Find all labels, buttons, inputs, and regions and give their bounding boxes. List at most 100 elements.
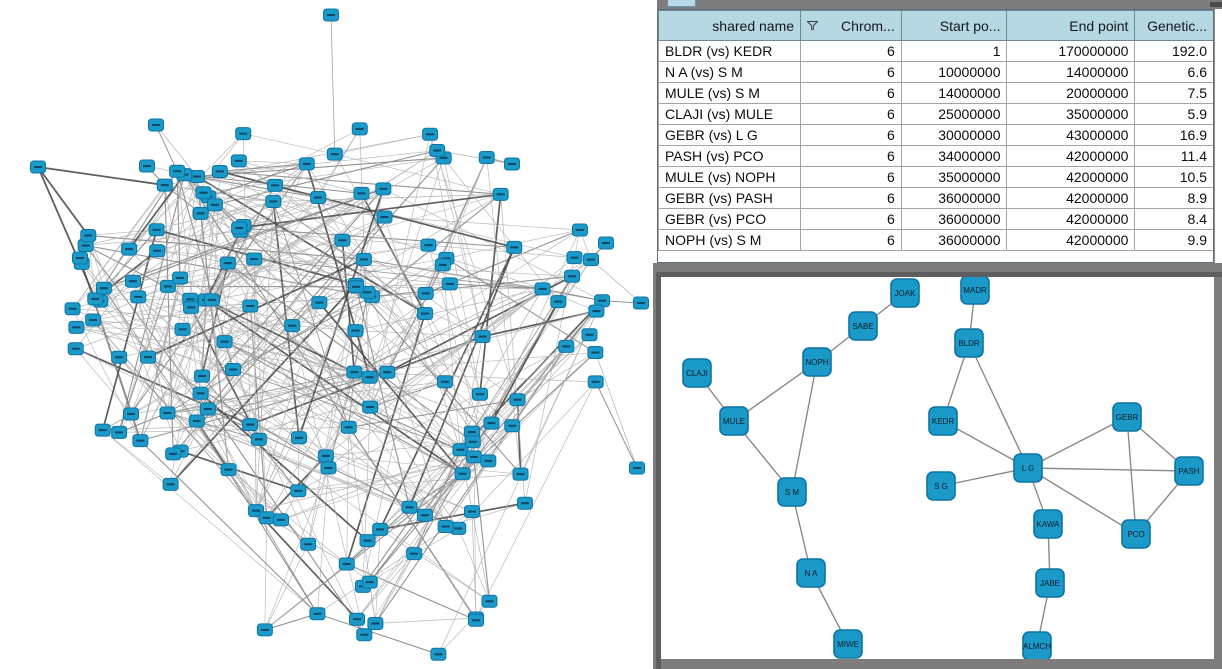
network-edge[interactable] [211, 299, 229, 470]
network-edge[interactable] [264, 544, 309, 631]
network-edge[interactable] [102, 429, 318, 615]
network-edge[interactable] [211, 188, 384, 301]
network-edge[interactable] [355, 330, 461, 450]
network-edge[interactable] [436, 150, 483, 337]
network-edge[interactable] [101, 229, 158, 431]
network-edge[interactable] [1126, 416, 1137, 535]
network-node[interactable] [468, 613, 485, 627]
network-edge[interactable] [182, 329, 463, 475]
filtered-network-canvas[interactable]: JOAK SABE NOPH CLAJI MULE S M N A MIWE MADR BLDR K… [661, 277, 1214, 659]
network-node[interactable] [206, 198, 223, 212]
cell-value[interactable]: 192.0 [1134, 40, 1213, 62]
network-edge[interactable] [196, 175, 426, 315]
network-node[interactable] [347, 324, 364, 338]
network-edge[interactable] [334, 133, 431, 155]
network-node[interactable] [422, 127, 439, 141]
network-edge[interactable] [424, 352, 596, 516]
network-edge[interactable] [119, 426, 349, 433]
network-edge[interactable] [156, 229, 228, 264]
network-edge[interactable] [428, 245, 489, 462]
network-node[interactable] [571, 223, 588, 237]
network-node[interactable] [309, 607, 326, 621]
network-edge[interactable] [1027, 416, 1128, 469]
network-node[interactable] [310, 191, 327, 205]
network-edge[interactable] [475, 381, 597, 619]
network-edge[interactable] [147, 356, 257, 511]
cell-value[interactable]: 8.4 [1134, 208, 1213, 230]
cell-value[interactable]: 16.9 [1134, 124, 1213, 146]
network-edge[interactable] [255, 284, 357, 511]
cell-shared-name[interactable]: N A (vs) S M [658, 61, 802, 83]
cell-value[interactable]: 42000000 [1006, 208, 1136, 230]
cell-value[interactable]: 36000000 [900, 208, 1008, 230]
network-edge[interactable] [190, 188, 384, 308]
network-edge[interactable] [438, 601, 490, 655]
network-node[interactable] [351, 122, 368, 136]
network-edge[interactable] [375, 431, 473, 624]
network-node[interactable] [629, 461, 645, 475]
network-edge[interactable] [379, 529, 490, 602]
network-edge[interactable] [238, 160, 307, 165]
network-edge[interactable] [471, 310, 597, 433]
network-edge[interactable] [214, 204, 350, 428]
network-edge[interactable] [140, 371, 388, 442]
table-row[interactable]: GEBR (vs) L G 6 30000000 43000000 16.9 [658, 124, 1213, 146]
network-node[interactable] [464, 435, 481, 449]
network-node[interactable] [367, 616, 384, 630]
column-header-start-point[interactable]: Start po... [900, 10, 1008, 41]
network-edge[interactable] [196, 420, 410, 508]
network-edge[interactable] [442, 264, 461, 450]
network-edge[interactable] [167, 244, 429, 287]
cell-value[interactable]: 36000000 [900, 229, 1008, 251]
network-edge[interactable] [408, 247, 515, 508]
cell-value[interactable]: 6 [800, 103, 902, 125]
network-edge[interactable] [243, 133, 335, 155]
network-node-madr[interactable]: MADR [960, 277, 990, 305]
network-edge[interactable] [200, 393, 299, 492]
network-node[interactable] [311, 296, 328, 310]
network-edge[interactable] [255, 456, 475, 512]
network-edge[interactable] [363, 259, 543, 290]
network-edge[interactable] [375, 617, 476, 624]
network-edge[interactable] [102, 375, 203, 431]
network-node[interactable] [162, 477, 179, 491]
cell-value[interactable]: 42000000 [1006, 187, 1136, 209]
network-node[interactable] [87, 292, 104, 306]
network-node[interactable] [483, 416, 500, 430]
network-node[interactable] [320, 461, 337, 475]
network-node[interactable] [199, 402, 216, 416]
network-node[interactable] [80, 228, 97, 242]
network-node[interactable] [581, 328, 598, 342]
network-edge[interactable] [424, 313, 473, 433]
network-node[interactable] [125, 274, 142, 288]
network-edge[interactable] [1027, 467, 1137, 535]
network-edge[interactable] [128, 133, 244, 250]
network-edge[interactable] [227, 262, 474, 443]
cell-value[interactable]: 6 [800, 187, 902, 209]
network-edge[interactable] [214, 149, 438, 206]
cell-shared-name[interactable]: GEBR (vs) PASH [658, 187, 802, 209]
network-edge[interactable] [264, 563, 347, 631]
network-node[interactable] [372, 522, 389, 536]
network-node[interactable] [290, 484, 307, 498]
network-edge[interactable] [205, 299, 464, 475]
network-node[interactable] [534, 282, 551, 296]
network-node[interactable] [192, 386, 209, 400]
table-row[interactable]: MULE (vs) NOPH 6 35000000 42000000 10.5 [658, 166, 1213, 188]
network-node[interactable] [504, 157, 520, 171]
network-node-sabe[interactable]: SABE [848, 311, 878, 341]
network-edge[interactable] [255, 201, 274, 511]
cell-value[interactable]: 36000000 [900, 187, 1008, 209]
cell-value[interactable]: 43000000 [1006, 124, 1136, 146]
network-node-jabe[interactable]: JABE [1035, 568, 1065, 598]
network-node[interactable] [437, 520, 454, 534]
network-edge[interactable] [375, 529, 381, 624]
network-node-l-g[interactable]: L G [1013, 453, 1043, 483]
table-row[interactable]: N A (vs) S M 6 10000000 14000000 6.6 [658, 61, 1213, 83]
network-node[interactable] [362, 400, 379, 414]
network-edge[interactable] [147, 292, 368, 358]
network-edge[interactable] [238, 160, 362, 194]
network-node[interactable] [235, 127, 252, 141]
cell-value[interactable]: 6.6 [1134, 61, 1213, 83]
network-edge[interactable] [317, 613, 439, 655]
